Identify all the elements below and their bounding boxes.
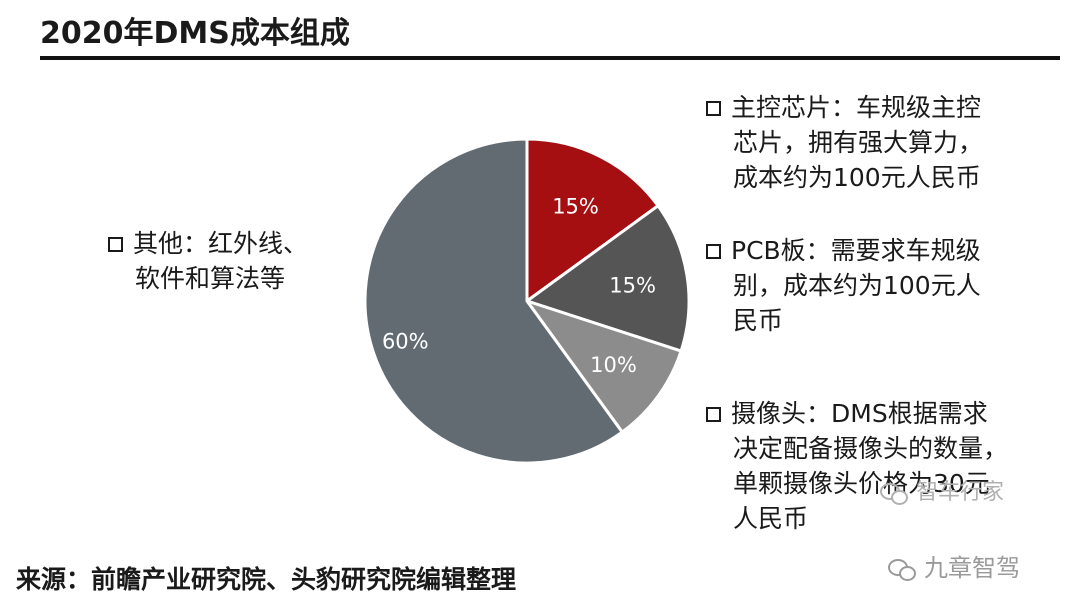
pie-slice-other (363, 137, 625, 465)
note-camera-line-3: 单颗摄像头价格为30元 (733, 469, 990, 498)
watermark-2: 九章智驾 (888, 548, 1020, 583)
checkbox-bullet-icon (108, 237, 123, 252)
chart-title: 2020年DMS成本组成 (40, 16, 350, 51)
note-chip-line-3: 成本约为100元人民币 (733, 163, 981, 192)
pie-slice-pcb (523, 203, 691, 353)
watermark-1: 智车行家 (880, 474, 1004, 506)
checkbox-bullet-icon (706, 101, 721, 116)
note-camera: 摄像头：DMS根据需求 决定配备摄像头的数量， 单颗摄像头价格为30元 人民币 (706, 396, 1008, 536)
note-pcb-line-3: 民币 (733, 306, 784, 335)
pie-data-label: 15% (552, 195, 599, 219)
title-underline (40, 56, 1060, 60)
pie-slice-camera (523, 298, 683, 435)
note-camera-line-4: 人民币 (733, 504, 809, 533)
note-other-line-2: 软件和算法等 (135, 264, 286, 293)
note-pcb-line-2: 别，成本约为100元人 (733, 271, 981, 300)
pie-data-label: 60% (382, 330, 429, 354)
checkbox-bullet-icon (706, 244, 721, 259)
note-other: 其他：红外线、 软件和算法等 (108, 226, 308, 296)
wechat-icon (880, 483, 908, 505)
note-camera-line-1: 摄像头：DMS根据需求 (731, 399, 988, 428)
wechat-icon (888, 559, 916, 581)
watermark-1-text: 智车行家 (916, 480, 1005, 505)
pie-data-label: 15% (609, 273, 656, 297)
note-other-line-1: 其他：红外线、 (133, 229, 309, 258)
note-chip-line-1: 主控芯片：车规级主控 (731, 93, 982, 122)
pie-data-label: 10% (590, 353, 637, 377)
note-pcb-line-1: PCB板：需要求车规级 (731, 236, 981, 265)
pie-slice-chip (525, 137, 661, 304)
checkbox-bullet-icon (706, 407, 721, 422)
note-camera-line-2: 决定配备摄像头的数量， (733, 434, 1009, 463)
source-note: 来源：前瞻产业研究院、头豹研究院编辑整理 (16, 565, 517, 594)
note-chip-line-2: 芯片，拥有强大算力， (733, 128, 984, 157)
note-pcb: PCB板：需要求车规级 别，成本约为100元人 民币 (706, 233, 981, 338)
note-chip: 主控芯片：车规级主控 芯片，拥有强大算力， 成本约为100元人民币 (706, 90, 983, 195)
watermark-2-text: 九章智驾 (924, 554, 1020, 582)
